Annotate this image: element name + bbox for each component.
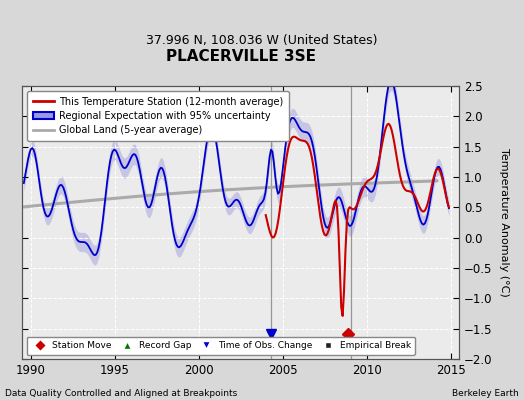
Y-axis label: Temperature Anomaly (°C): Temperature Anomaly (°C) (499, 148, 509, 297)
Text: Berkeley Earth: Berkeley Earth (452, 389, 519, 398)
Title: PLACERVILLE 3SE: PLACERVILLE 3SE (166, 49, 315, 64)
Legend: Station Move, Record Gap, Time of Obs. Change, Empirical Break: Station Move, Record Gap, Time of Obs. C… (27, 336, 415, 355)
Text: 37.996 N, 108.036 W (United States): 37.996 N, 108.036 W (United States) (146, 34, 378, 47)
Text: Data Quality Controlled and Aligned at Breakpoints: Data Quality Controlled and Aligned at B… (5, 389, 237, 398)
